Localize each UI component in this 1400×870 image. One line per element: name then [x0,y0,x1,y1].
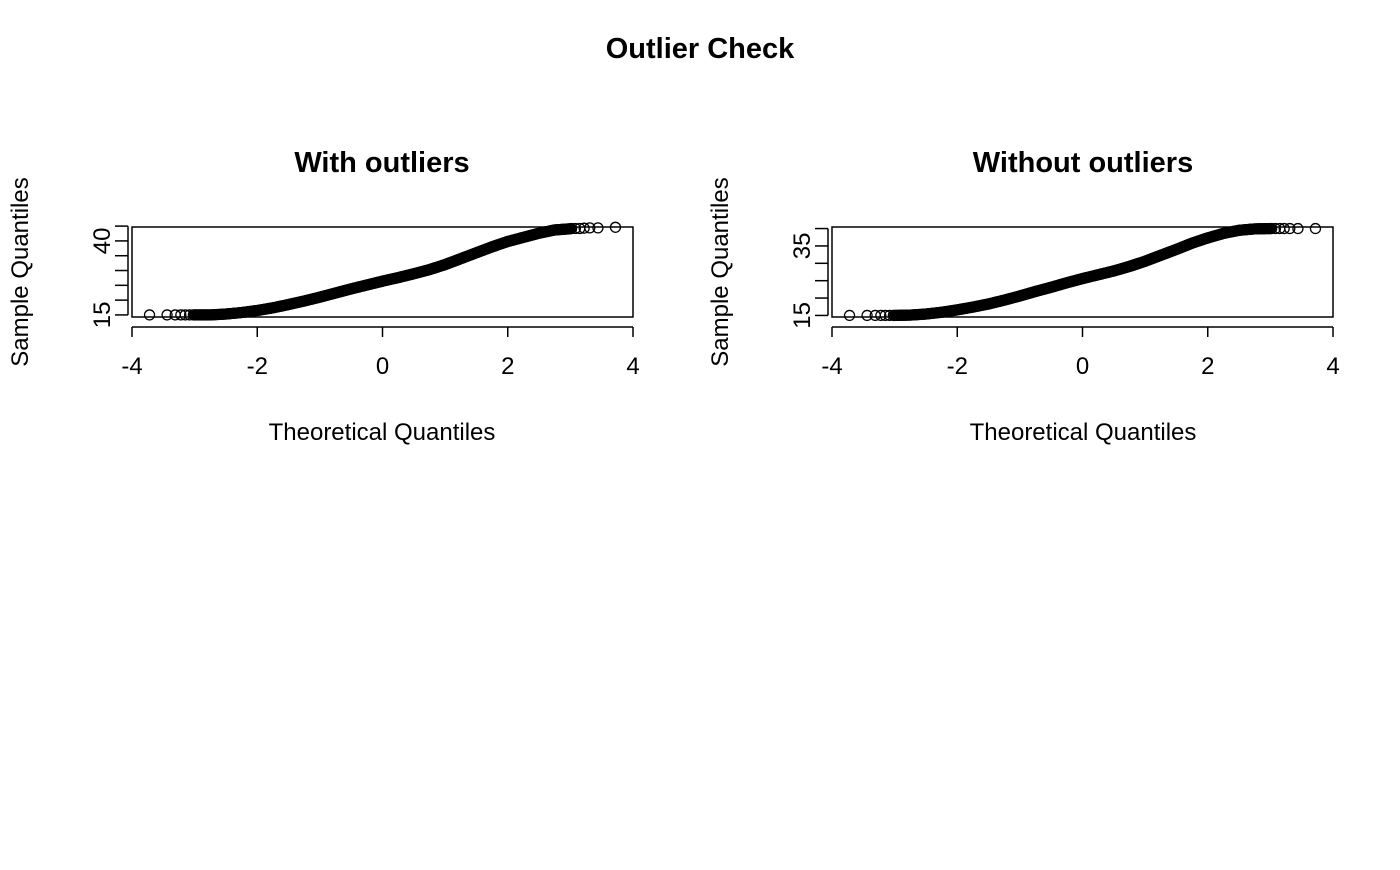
qq-point [609,221,622,233]
y-tick-label: 15 [89,302,116,329]
x-tick-label: -2 [947,353,968,380]
y-axis-label: Sample Quantiles [7,177,34,366]
y-tick-label: 40 [89,228,116,255]
qq-point [1284,222,1296,235]
plot-frame [131,226,634,318]
plot-frame [831,226,1334,318]
qq-point [161,309,173,321]
x-tick-label: 2 [1201,353,1214,380]
x-tick-label: -4 [821,353,842,380]
panel-title: With outliers [294,147,469,179]
qq-point [175,309,187,321]
figure-title: Outlier Check [606,33,795,65]
plot-area: -4 -2 0 2 4 15 35 [789,222,1340,380]
qq-point [592,222,604,234]
x-axis-label: Theoretical Quantiles [269,419,496,446]
x-tick-label: 0 [1076,353,1089,380]
x-axis-label: Theoretical Quantiles [970,419,1197,446]
panel-title: Without outliers [973,147,1193,179]
qq-point [578,222,590,234]
plot-area: -4 -2 0 2 4 15 40 [89,221,640,380]
qq-point [1292,222,1304,235]
x-tick-label: -4 [121,353,142,380]
x-tick-label: -2 [247,353,268,380]
qq-point [569,222,582,235]
x-tick-label: 0 [376,353,389,380]
x-tick-label: 4 [626,353,639,380]
y-tick-label: 15 [789,302,816,329]
qq-point [861,309,873,322]
qq-point [565,222,578,235]
x-tick-label: 4 [1326,353,1339,380]
x-tick-label: 2 [501,353,514,380]
y-axis-label: Sample Quantiles [707,177,734,366]
qq-point [843,309,856,322]
qq-point [584,222,596,234]
qq-point [875,309,887,322]
qq-point [1269,222,1282,235]
panel-with-outliers: With outliers Theoretical Quantiles Samp… [7,147,640,446]
panel-without-outliers: Without outliers Theoretical Quantiles S… [707,147,1340,446]
qq-point [1265,222,1278,235]
qq-point [1278,222,1290,235]
qq-point [143,309,156,321]
qq-point [1309,222,1322,235]
y-tick-label: 35 [789,233,816,260]
